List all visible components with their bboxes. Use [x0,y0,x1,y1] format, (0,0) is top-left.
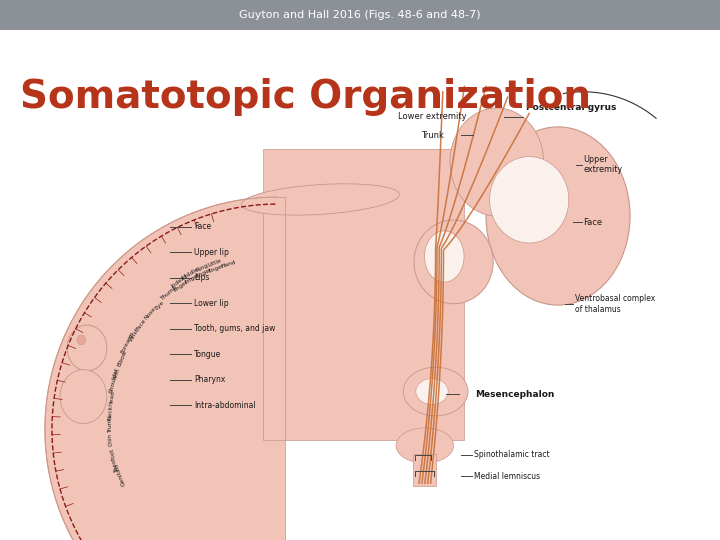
Text: Spinothalamic tract: Spinothalamic tract [474,450,549,459]
Text: Foot: Foot [109,447,117,460]
Polygon shape [45,197,277,540]
Text: Little
finger: Little finger [205,258,225,274]
Text: Ventrobasal complex
of thalamus: Ventrobasal complex of thalamus [575,294,654,314]
Text: Middle
finger: Middle finger [180,267,202,286]
Ellipse shape [490,157,569,243]
Text: Genitals: Genitals [114,462,127,487]
Ellipse shape [414,220,493,303]
Text: Toes: Toes [112,460,120,474]
Ellipse shape [486,127,630,305]
Text: Head: Head [108,390,115,406]
Text: Hand: Hand [220,260,236,269]
Bar [413,454,436,486]
Text: Lower lip: Lower lip [194,299,229,308]
Text: Lower extremity: Lower extremity [398,112,467,121]
Text: Tongue: Tongue [194,349,222,359]
Ellipse shape [450,108,544,216]
Text: Trunk: Trunk [421,131,444,139]
Text: Index
finger: Index finger [170,274,190,293]
Text: Upper
extremity: Upper extremity [583,155,622,174]
Text: Shoulder: Shoulder [109,366,120,393]
Ellipse shape [396,428,454,463]
Ellipse shape [425,231,464,282]
Ellipse shape [241,184,400,215]
Text: Mesencephalon: Mesencephalon [475,390,554,399]
Ellipse shape [67,325,107,371]
Text: Eye: Eye [153,300,165,311]
Text: Forearm: Forearm [120,330,135,355]
Polygon shape [45,197,285,540]
Text: Wrist: Wrist [128,327,140,343]
Ellipse shape [403,367,468,416]
Text: Lips: Lips [194,273,210,282]
Text: Tooth, gums, and jaw: Tooth, gums, and jaw [194,324,276,333]
Text: Intra-abdominal: Intra-abdominal [194,401,256,409]
Text: Face: Face [194,222,212,231]
Text: Neck: Neck [107,404,113,420]
Text: Nose: Nose [143,306,157,321]
Text: Face: Face [583,218,603,227]
Text: Elbow: Elbow [117,349,127,367]
Text: Thumb: Thumb [160,285,179,302]
Text: Guyton and Hall 2016 (Figs. 48-6 and 48-7): Guyton and Hall 2016 (Figs. 48-6 and 48-… [239,10,481,20]
Ellipse shape [416,379,448,404]
Text: Medial lemniscus: Medial lemniscus [474,472,540,481]
Ellipse shape [77,335,86,345]
Text: Ring
finger: Ring finger [193,262,213,279]
Text: Arm: Arm [113,367,122,380]
Text: Upper lip: Upper lip [194,248,229,256]
Text: Face: Face [135,318,148,332]
Ellipse shape [60,370,107,423]
Text: Pharynx: Pharynx [194,375,226,384]
Text: Chin: Chin [108,434,114,447]
FancyBboxPatch shape [263,148,464,440]
Bar [0,0,720,30]
Text: Postcentral gyrus: Postcentral gyrus [526,104,616,112]
Text: Somatotopic Organization: Somatotopic Organization [20,78,591,116]
Text: Trunk: Trunk [107,417,113,434]
